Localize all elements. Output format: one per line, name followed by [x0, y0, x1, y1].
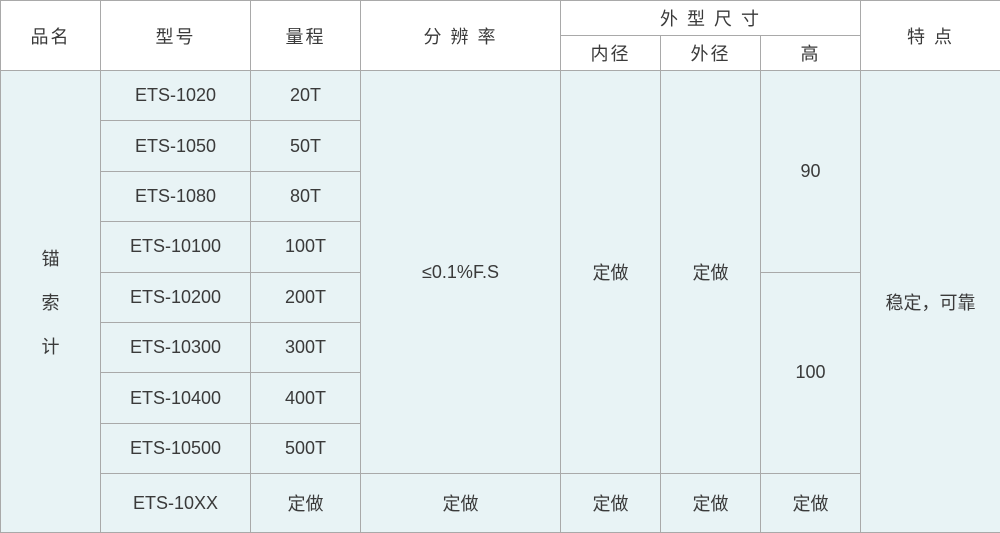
cell-range: 300T [251, 322, 361, 372]
cell-product-name: 锚 索 计 [1, 71, 101, 533]
header-outer-diameter: 外径 [661, 36, 761, 71]
cell-range: 500T [251, 423, 361, 473]
cell-model: ETS-1020 [101, 71, 251, 121]
cell-height: 定做 [761, 474, 861, 533]
cell-range: 400T [251, 373, 361, 423]
table-header: 品名 型号 量程 分 辨 率 外 型 尺 寸 特 点 内径 外径 高 [1, 1, 1000, 71]
header-range: 量程 [251, 1, 361, 71]
table-row: 锚 索 计 ETS-1020 20T ≤0.1%F.S 定做 定做 90 稳定，… [1, 71, 1000, 121]
cell-range: 200T [251, 272, 361, 322]
product-name-char: 锚 [7, 245, 94, 271]
cell-model: ETS-1080 [101, 171, 251, 221]
cell-height-bottom: 100 [761, 272, 861, 474]
cell-model: ETS-10200 [101, 272, 251, 322]
cell-model: ETS-10500 [101, 423, 251, 473]
header-dimensions-group: 外 型 尺 寸 [561, 1, 861, 36]
cell-range: 80T [251, 171, 361, 221]
cell-model: ETS-10XX [101, 474, 251, 533]
cell-resolution: ≤0.1%F.S [361, 71, 561, 474]
product-name-char: 计 [7, 333, 94, 359]
cell-range: 定做 [251, 474, 361, 533]
cell-inner-diameter: 定做 [561, 474, 661, 533]
cell-outer-diameter: 定做 [661, 474, 761, 533]
cell-model: ETS-10400 [101, 373, 251, 423]
cell-model: ETS-1050 [101, 121, 251, 171]
cell-model: ETS-10300 [101, 322, 251, 372]
cell-range: 20T [251, 71, 361, 121]
header-height: 高 [761, 36, 861, 71]
header-model: 型号 [101, 1, 251, 71]
cell-range: 50T [251, 121, 361, 171]
spec-table: 品名 型号 量程 分 辨 率 外 型 尺 寸 特 点 内径 外径 高 锚 索 计… [0, 0, 1000, 533]
table-body: 锚 索 计 ETS-1020 20T ≤0.1%F.S 定做 定做 90 稳定，… [1, 71, 1000, 533]
table-row-last: ETS-10XX 定做 定做 定做 定做 定做 [1, 474, 1000, 533]
header-resolution: 分 辨 率 [361, 1, 561, 71]
cell-model: ETS-10100 [101, 222, 251, 272]
cell-inner-diameter: 定做 [561, 71, 661, 474]
header-inner-diameter: 内径 [561, 36, 661, 71]
cell-range: 100T [251, 222, 361, 272]
header-product-name: 品名 [1, 1, 101, 71]
cell-resolution: 定做 [361, 474, 561, 533]
cell-outer-diameter: 定做 [661, 71, 761, 474]
cell-features: 稳定，可靠 [861, 71, 1000, 533]
cell-height-top: 90 [761, 71, 861, 273]
header-features: 特 点 [861, 1, 1000, 71]
product-name-char: 索 [7, 289, 94, 315]
